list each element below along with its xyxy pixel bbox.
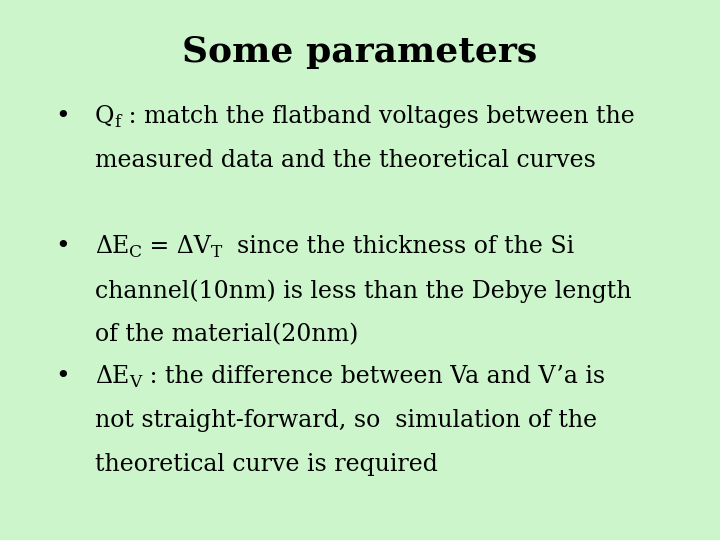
Text: measured data and the theoretical curves: measured data and the theoretical curves (95, 149, 596, 172)
Text: f: f (114, 114, 121, 131)
Text: Q: Q (95, 105, 114, 128)
Text: ΔE: ΔE (95, 365, 130, 388)
Text: T: T (211, 244, 222, 261)
Text: ΔE: ΔE (95, 235, 130, 258)
Text: C: C (130, 244, 143, 261)
Text: channel(10nm) is less than the Debye length: channel(10nm) is less than the Debye len… (95, 279, 631, 302)
Text: theoretical curve is required: theoretical curve is required (95, 453, 438, 476)
Text: since the thickness of the Si: since the thickness of the Si (222, 235, 575, 258)
Text: : the difference between Va and V’a is: : the difference between Va and V’a is (142, 365, 605, 388)
Text: = ΔV: = ΔV (143, 235, 211, 258)
Text: : match the flatband voltages between the: : match the flatband voltages between th… (121, 105, 634, 128)
Text: •: • (55, 235, 70, 258)
Text: •: • (55, 365, 70, 388)
Text: V: V (130, 374, 142, 391)
Text: •: • (55, 105, 70, 128)
Text: not straight-forward, so  simulation of the: not straight-forward, so simulation of t… (95, 409, 597, 432)
Text: Some parameters: Some parameters (182, 35, 538, 69)
Text: of the material(20nm): of the material(20nm) (95, 323, 359, 346)
